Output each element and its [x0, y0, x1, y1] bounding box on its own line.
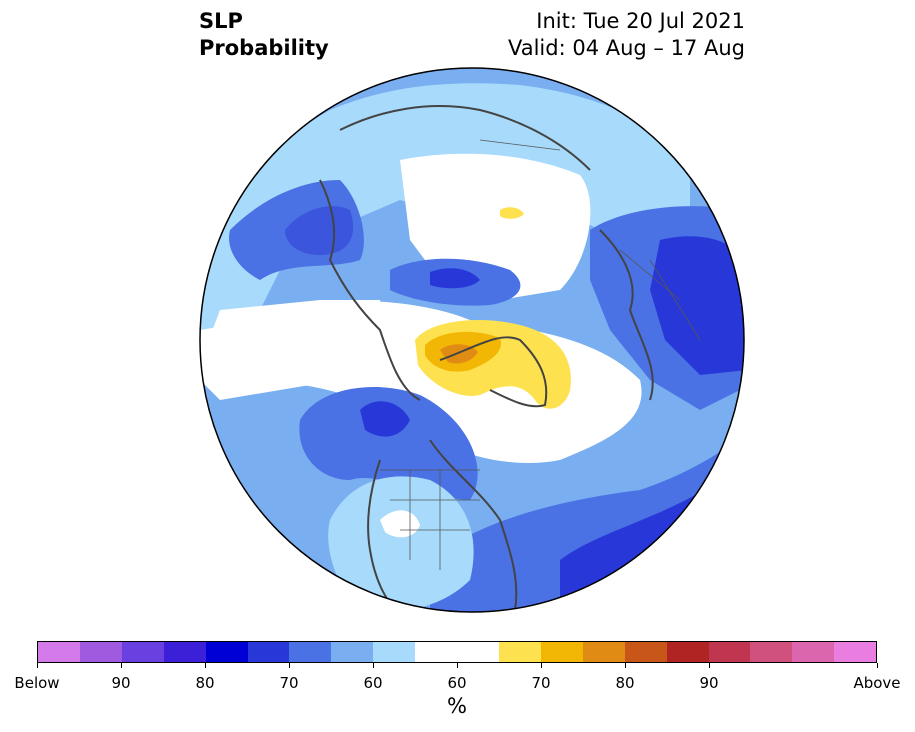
- colorbar-swatch: [540, 642, 583, 662]
- title-line-2: Probability: [199, 36, 329, 60]
- coastlines: [319, 105, 654, 612]
- colorbar-units: %: [447, 694, 467, 718]
- colorbar-swatch: [38, 642, 80, 662]
- colorbar-tick-label: 70: [279, 674, 299, 692]
- region-pacific-core: [285, 206, 354, 255]
- region-arctic-above: [500, 207, 524, 219]
- region-namerica-pale: [328, 476, 474, 611]
- colorbar-tick: [457, 663, 458, 668]
- colorbar-swatch: [666, 642, 709, 662]
- colorbar-tick-label: 60: [363, 674, 383, 692]
- polar-map: [199, 67, 745, 613]
- colorbar-ticks: [37, 663, 878, 669]
- colorbar-swatch: [121, 642, 164, 662]
- probability-field: [200, 68, 744, 612]
- colorbar-tick: [541, 663, 542, 668]
- map-title: SLP Probability: [199, 8, 329, 62]
- region-namerica-below: [299, 387, 478, 500]
- valid-range: Valid: 04 Aug – 17 Aug: [507, 36, 745, 60]
- colorbar-swatch: [331, 642, 374, 662]
- colorbar-swatch: [834, 642, 877, 662]
- colorbar-swatch: [205, 642, 248, 662]
- map-boundary: [199, 67, 745, 613]
- colorbar-swatch: [79, 642, 122, 662]
- coast-alaska: [319, 179, 421, 401]
- colorbar-tick: [625, 663, 626, 668]
- colorbar-tick-label: 70: [531, 674, 551, 692]
- colorbar-swatch: [750, 642, 793, 662]
- colorbar-tick-label: 90: [111, 674, 131, 692]
- colorbar-tick: [37, 663, 38, 668]
- colorbar-swatch: [289, 642, 332, 662]
- colorbar-tick: [373, 663, 374, 668]
- init-date: Init: Tue 20 Jul 2021: [536, 9, 745, 33]
- colorbar-tick: [121, 663, 122, 668]
- colorbar-tick-label: 60: [447, 674, 467, 692]
- colorbar-swatch: [624, 642, 667, 662]
- colorbar-tick: [877, 663, 878, 668]
- title-line-1: SLP: [199, 9, 243, 33]
- region-arctic-below-core: [430, 268, 480, 289]
- region-namerica-core: [360, 401, 410, 437]
- colorbar-swatch: [582, 642, 625, 662]
- colorbar-swatch: [498, 642, 541, 662]
- coast-europe: [599, 229, 654, 401]
- coast-greenland: [439, 336, 548, 408]
- colorbar-tick-label: Above: [853, 674, 901, 692]
- region-west-white: [200, 300, 390, 400]
- colorbar-tick: [289, 663, 290, 668]
- forecast-dates: Init: Tue 20 Jul 2021 Valid: 04 Aug – 17…: [508, 8, 745, 62]
- colorbar-swatch: [792, 642, 835, 662]
- colorbar-tick-label: 80: [615, 674, 635, 692]
- colorbar-swatch: [163, 642, 206, 662]
- coast-siberia: [339, 105, 591, 171]
- colorbar-tick: [709, 663, 710, 668]
- colorbar-swatch: [247, 642, 290, 662]
- borders: [380, 139, 701, 570]
- colorbar-swatch: [373, 642, 416, 662]
- colorbar-swatch: [457, 642, 499, 662]
- colorbar-tick-label: Below: [14, 674, 60, 692]
- colorbar-swatch: [415, 642, 458, 662]
- region-europe-core: [650, 236, 744, 375]
- colorbar-tick-label: 80: [195, 674, 215, 692]
- colorbar: [37, 641, 877, 663]
- colorbar-tick-label: 90: [699, 674, 719, 692]
- colorbar-tick: [205, 663, 206, 668]
- coast-eastern-namerica: [429, 439, 518, 611]
- colorbar-swatch: [708, 642, 751, 662]
